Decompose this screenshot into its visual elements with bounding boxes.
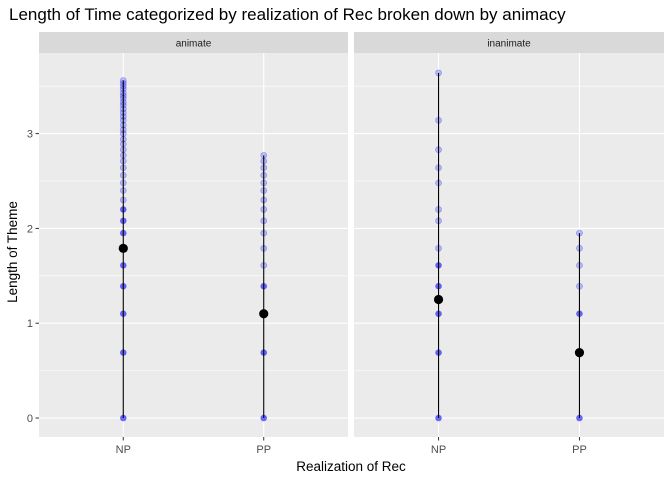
x-axis: NP PP NP PP: [116, 437, 587, 456]
group-animate-PP: [259, 151, 269, 422]
facet-strip: [354, 32, 664, 53]
panel-background: [39, 53, 348, 437]
x-tick-label: NP: [431, 444, 446, 456]
mean-point: [574, 348, 585, 358]
x-tick-label: NP: [116, 444, 131, 456]
y-tick-label: 0: [27, 413, 33, 425]
y-tick-label: 1: [27, 318, 33, 330]
y-tick-label: 3: [27, 129, 33, 141]
facet-panel-animate: animate: [39, 32, 348, 437]
x-tick-label: PP: [256, 444, 271, 456]
mean-point: [259, 309, 269, 319]
y-axis: 0 1 2 3: [27, 129, 39, 425]
group-inanimate-NP: [433, 69, 444, 422]
y-tick-label: 2: [27, 223, 33, 235]
chart-title: Length of Time categorized by realizatio…: [9, 5, 566, 24]
facet-strip-label: animate: [176, 39, 212, 50]
x-tick-label: PP: [572, 444, 587, 456]
y-axis-title: Length of Theme: [5, 201, 20, 303]
panel-background: [354, 53, 664, 437]
x-axis-title: Realization of Rec: [296, 459, 406, 474]
group-animate-NP: [118, 77, 128, 422]
mean-point: [118, 243, 128, 253]
mean-point: [433, 294, 444, 305]
facet-panels: animate inanimate: [39, 32, 664, 437]
facet-panel-inanimate: inanimate: [354, 32, 664, 437]
group-inanimate-PP: [574, 229, 585, 422]
facet-strip-label: inanimate: [487, 39, 531, 50]
facet-strip: [39, 32, 348, 53]
